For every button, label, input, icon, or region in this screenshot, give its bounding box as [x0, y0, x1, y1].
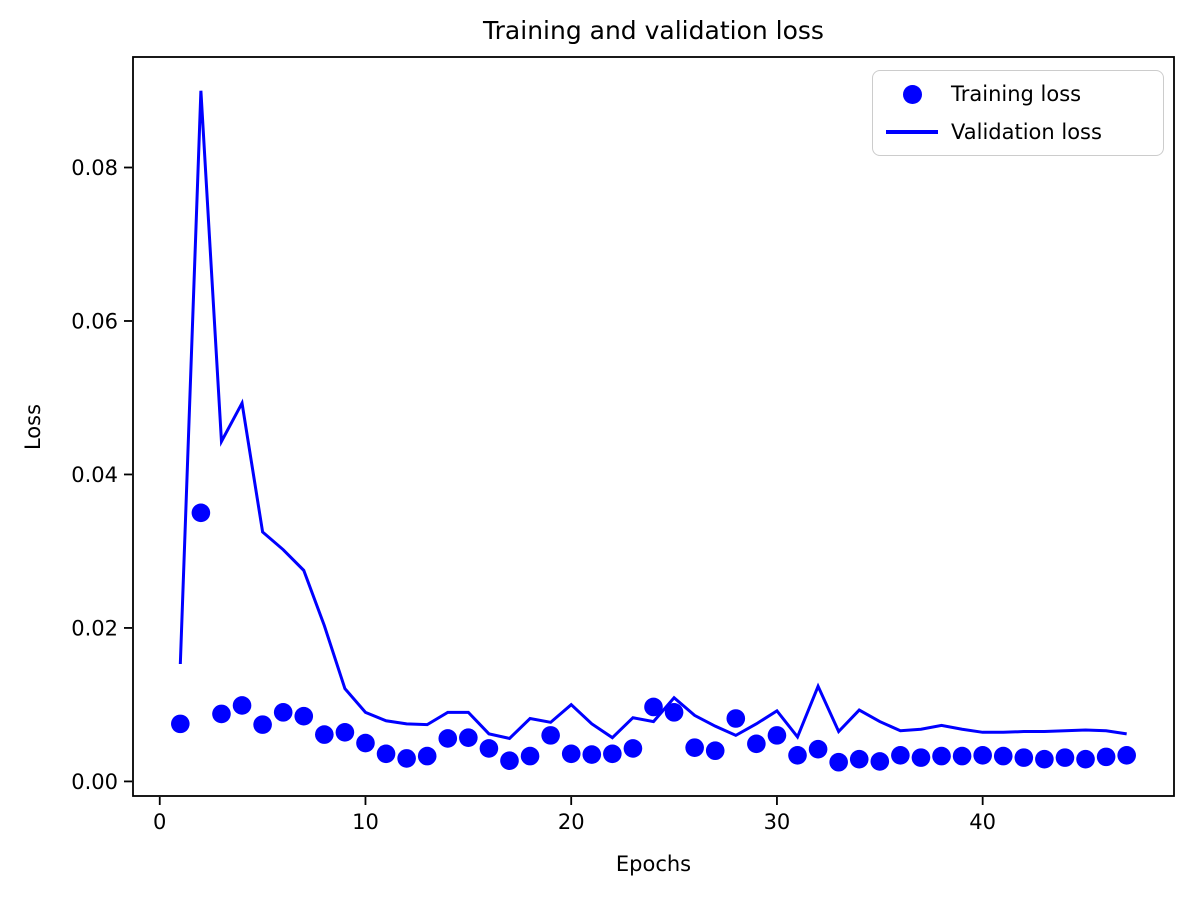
training-loss-point — [541, 726, 560, 745]
training-loss-point — [438, 729, 458, 748]
y-tick-label: 0.02 — [71, 616, 118, 640]
training-loss-point — [685, 738, 704, 757]
training-loss-point — [870, 752, 890, 771]
training-loss-point — [1035, 749, 1054, 769]
training-loss-point — [171, 714, 190, 734]
training-loss-point — [1055, 748, 1075, 767]
legend-marker-cell — [873, 84, 951, 104]
training-loss-point — [1117, 746, 1136, 765]
axes-spines — [132, 56, 1175, 797]
training-loss-point — [561, 744, 581, 764]
validation-loss-line — [178, 90, 1127, 741]
legend: Training loss Validation loss — [872, 70, 1164, 156]
legend-label-validation-loss: Validation loss — [951, 120, 1102, 144]
training-loss-point — [417, 746, 437, 766]
y-tick-label: 0.06 — [71, 309, 118, 333]
training-loss-point — [911, 748, 931, 767]
training-loss-point — [335, 723, 355, 742]
training-loss-point — [520, 746, 540, 766]
training-loss-point — [459, 728, 478, 747]
x-axis-label: Epochs — [615, 852, 692, 876]
training-loss-point — [993, 746, 1013, 766]
chart-title: Training and validation loss — [483, 16, 824, 45]
training-loss-point — [356, 733, 375, 753]
legend-label-training-loss: Training loss — [951, 82, 1082, 106]
training-loss-point — [232, 696, 252, 715]
training-loss-point — [808, 739, 828, 759]
training-loss-point — [479, 739, 499, 758]
training-loss-point — [500, 751, 519, 770]
y-tick-label: 0.04 — [71, 463, 118, 487]
legend-marker-cell — [873, 130, 951, 134]
training-loss-point — [891, 746, 910, 765]
validation-loss-line-icon — [886, 130, 938, 134]
training-loss-point — [932, 746, 951, 766]
training-loss-point — [767, 726, 787, 745]
training-loss-point — [376, 744, 396, 764]
training-loss-point — [273, 703, 293, 722]
training-loss-point — [397, 749, 416, 768]
training-loss-point — [623, 739, 643, 758]
x-tick-label: 40 — [969, 810, 996, 834]
legend-entry-validation-loss: Validation loss — [873, 113, 1163, 151]
training-loss-point — [747, 734, 766, 754]
training-loss-point — [1014, 748, 1034, 767]
y-axis-label: Loss — [21, 403, 45, 451]
x-tick-label: 10 — [352, 810, 379, 834]
training-loss-point — [191, 503, 211, 523]
training-loss-point — [212, 704, 231, 724]
training-loss-point — [315, 725, 334, 744]
training-loss-point — [726, 709, 746, 728]
legend-entry-training-loss: Training loss — [873, 75, 1163, 113]
training-loss-point — [582, 745, 602, 764]
training-loss-point — [952, 746, 972, 766]
x-tick-label: 0 — [153, 810, 166, 834]
training-loss-point — [829, 752, 848, 772]
training-loss-point — [705, 741, 725, 761]
training-loss-point — [294, 706, 314, 726]
training-loss-point — [788, 746, 807, 765]
training-loss-dot-icon — [902, 84, 922, 104]
x-tick-label: 30 — [764, 810, 791, 834]
y-tick-label: 0.08 — [71, 156, 118, 180]
training-loss-point — [253, 715, 272, 734]
training-loss-point — [664, 703, 684, 722]
training-loss-point — [973, 746, 992, 765]
training-loss-point — [644, 697, 663, 717]
training-loss-point — [1096, 747, 1116, 767]
training-loss-point — [1076, 749, 1095, 769]
x-tick-label: 20 — [558, 810, 585, 834]
training-loss-point — [603, 744, 622, 764]
training-loss-point — [849, 749, 869, 769]
y-tick-label: 0.00 — [71, 770, 118, 794]
